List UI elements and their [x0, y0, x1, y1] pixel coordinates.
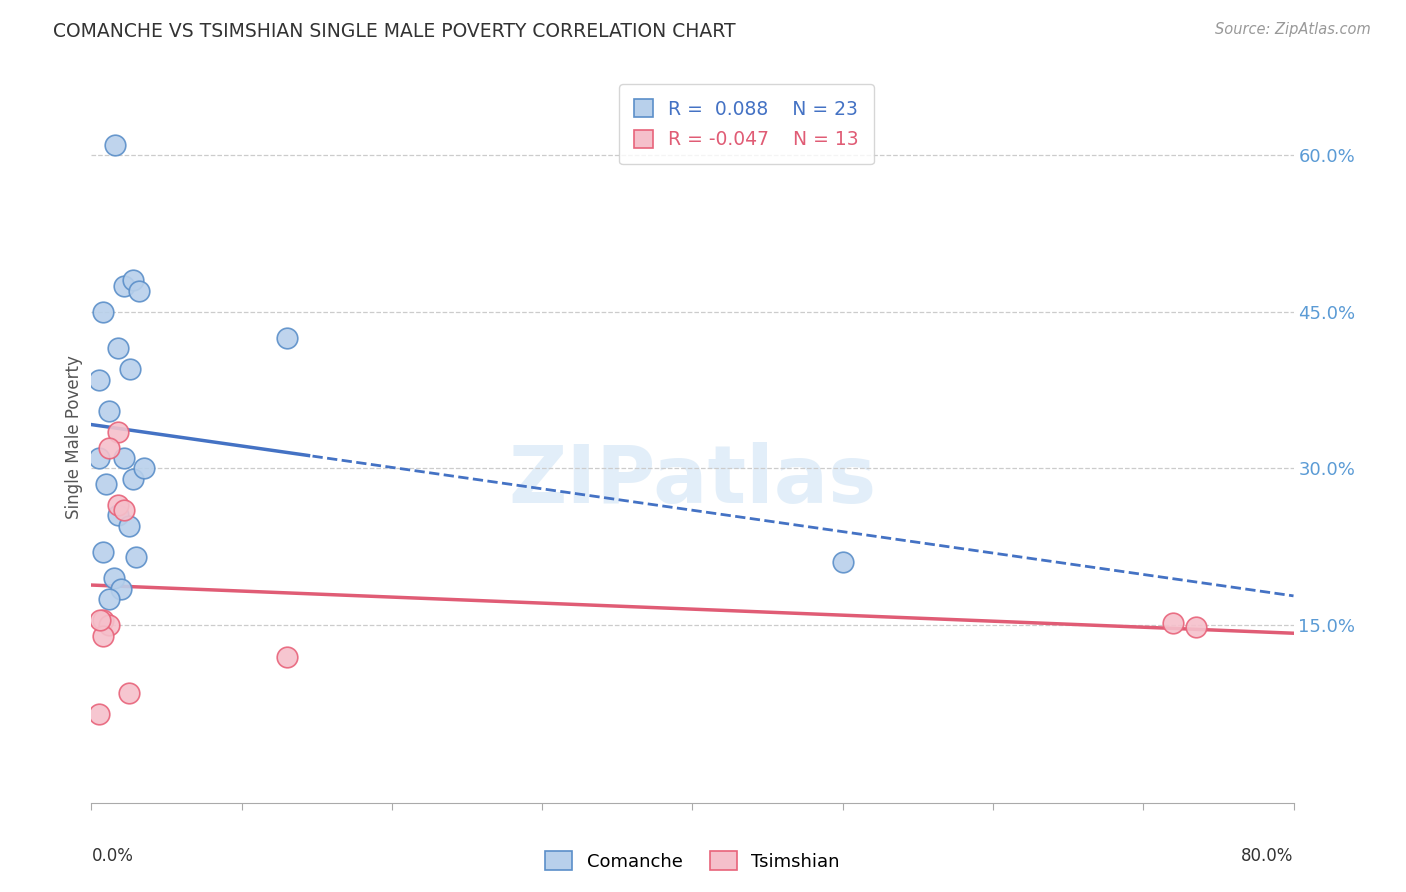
- Point: [107, 508, 129, 523]
- Point: [98, 441, 121, 455]
- Point: [98, 618, 121, 632]
- Point: [103, 571, 125, 585]
- Point: [132, 461, 155, 475]
- Point: [93, 304, 115, 318]
- Point: [98, 404, 121, 418]
- Point: [87, 450, 110, 465]
- Text: COMANCHE VS TSIMSHIAN SINGLE MALE POVERTY CORRELATION CHART: COMANCHE VS TSIMSHIAN SINGLE MALE POVERT…: [53, 22, 737, 41]
- Point: [114, 278, 136, 293]
- Point: [96, 477, 118, 491]
- Point: [276, 331, 298, 345]
- Y-axis label: Single Male Poverty: Single Male Poverty: [65, 355, 83, 519]
- Point: [118, 686, 141, 700]
- Point: [98, 592, 121, 607]
- Text: Source: ZipAtlas.com: Source: ZipAtlas.com: [1215, 22, 1371, 37]
- Point: [122, 273, 145, 287]
- Point: [122, 472, 145, 486]
- Point: [104, 137, 127, 152]
- Point: [93, 545, 115, 559]
- Point: [114, 503, 136, 517]
- Point: [107, 425, 129, 439]
- Point: [831, 556, 853, 570]
- Text: 80.0%: 80.0%: [1241, 847, 1294, 864]
- Point: [87, 706, 110, 721]
- Point: [120, 362, 142, 376]
- Point: [128, 284, 150, 298]
- Text: 0.0%: 0.0%: [91, 847, 134, 864]
- Point: [114, 450, 136, 465]
- Point: [276, 649, 298, 664]
- Point: [89, 613, 111, 627]
- Point: [1161, 616, 1184, 631]
- Point: [87, 373, 110, 387]
- Text: ZIPatlas: ZIPatlas: [509, 442, 876, 520]
- Point: [118, 519, 141, 533]
- Point: [1185, 620, 1208, 634]
- Legend: Comanche, Tsimshian: Comanche, Tsimshian: [538, 844, 846, 878]
- Point: [107, 341, 129, 355]
- Point: [93, 613, 115, 627]
- Point: [110, 582, 132, 596]
- Point: [93, 629, 115, 643]
- Point: [107, 498, 129, 512]
- Point: [125, 550, 148, 565]
